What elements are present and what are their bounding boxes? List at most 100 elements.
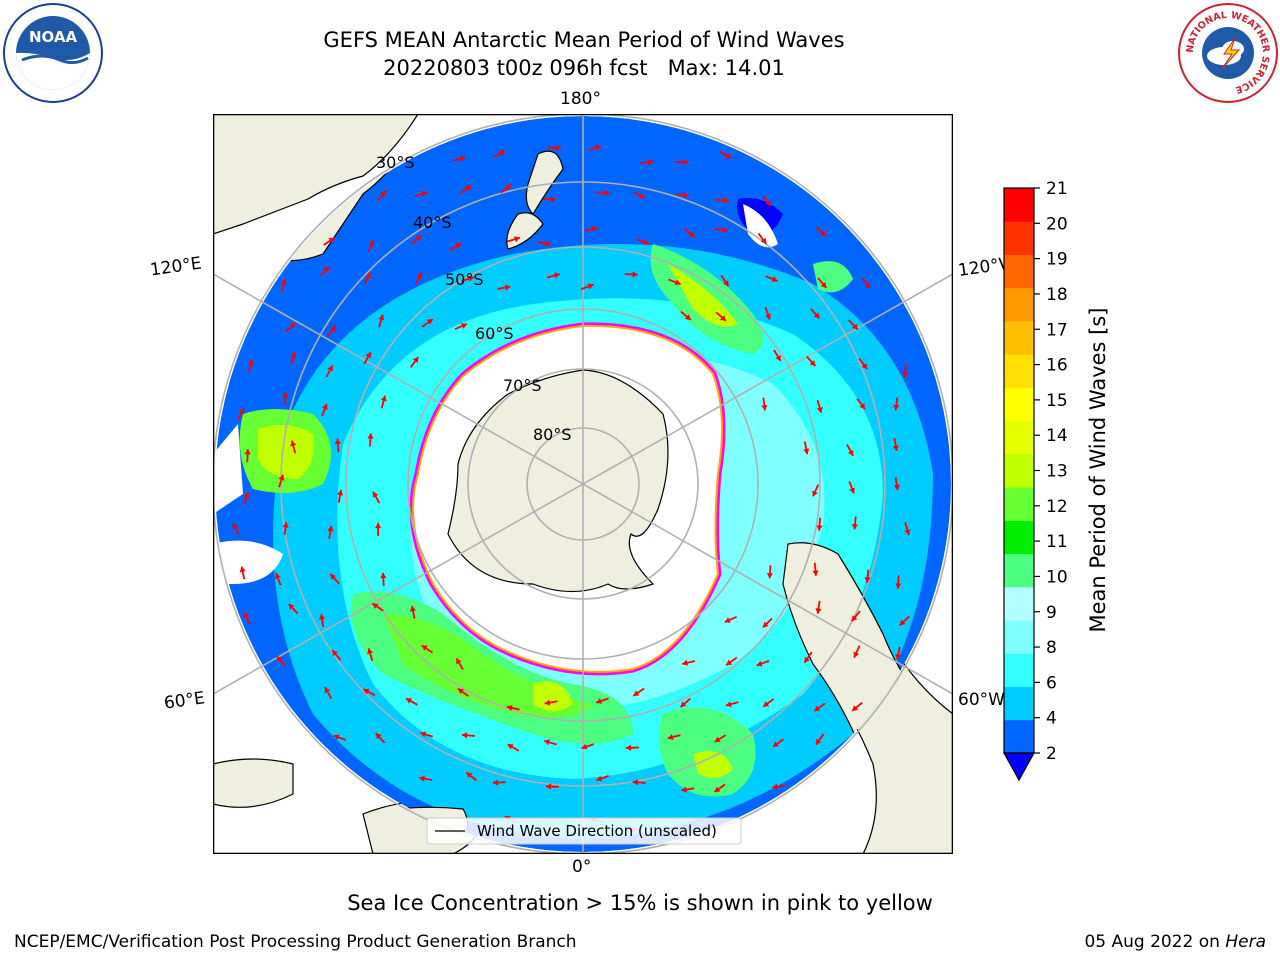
colorbar-tick-label: 18 bbox=[1046, 285, 1068, 305]
wave-arrow-head bbox=[762, 621, 769, 628]
wave-arrow-head bbox=[642, 239, 649, 245]
colorbar-tick-label: 12 bbox=[1046, 497, 1068, 517]
wave-arrow-head bbox=[683, 191, 689, 199]
colorbar-tick-label: 13 bbox=[1046, 462, 1068, 482]
colorbar-band bbox=[1004, 586, 1034, 621]
wave-arrow-head bbox=[893, 484, 900, 491]
colorbar-tick-label: 4 bbox=[1046, 709, 1057, 729]
colorbar-band bbox=[1004, 354, 1034, 388]
wave-arrow-head bbox=[457, 688, 464, 695]
wave-arrow-head bbox=[238, 408, 245, 415]
lat-label-40s: 40°S bbox=[413, 213, 452, 232]
wave-arrow-head bbox=[380, 572, 387, 579]
wave-arrow-head bbox=[455, 243, 462, 249]
wave-arrow-head bbox=[416, 272, 422, 279]
colorbar-band bbox=[1004, 254, 1034, 289]
wave-arrow-head bbox=[771, 276, 778, 282]
wave-arrow-head bbox=[419, 775, 425, 782]
wave-arrow-head bbox=[581, 743, 588, 750]
wave-arrow-head bbox=[321, 403, 328, 410]
wave-arrow-head bbox=[367, 648, 374, 655]
wave-arrow-head bbox=[667, 733, 674, 740]
colorbar: 2 4 6 8 9 10 11 12 13 14 15 16 17 18 19 20 21 Mean Perio… bbox=[1002, 180, 1110, 782]
wave-arrow-head bbox=[674, 279, 681, 286]
wave-arrow-head bbox=[420, 731, 427, 738]
wave-arrow-head bbox=[853, 651, 860, 658]
wave-arrow-head bbox=[409, 605, 417, 612]
colorbar-band bbox=[1004, 420, 1034, 455]
wave-arrow-head bbox=[506, 704, 513, 711]
wave-arrow-head bbox=[247, 359, 254, 366]
wave-arrow-head bbox=[815, 738, 822, 745]
colorbar-tick-label: 16 bbox=[1046, 356, 1068, 376]
wave-arrow-head bbox=[461, 323, 468, 329]
wave-arrow-head bbox=[363, 688, 370, 695]
lon-label-0: 0° bbox=[572, 857, 592, 877]
wave-arrow-head bbox=[456, 658, 462, 665]
wave-arrow-head bbox=[459, 155, 466, 162]
wave-arrow-head bbox=[232, 523, 239, 530]
wave-arrow-head bbox=[895, 583, 902, 589]
wave-arrow-head bbox=[544, 739, 551, 746]
wave-arrow-head bbox=[812, 570, 819, 576]
wave-arrow-head bbox=[892, 445, 899, 451]
colorbar-band bbox=[1004, 221, 1034, 255]
wave-arrow-head bbox=[553, 272, 560, 279]
wave-arrow-head bbox=[550, 196, 556, 203]
wave-arrow-head bbox=[893, 404, 900, 411]
graticule bbox=[213, 114, 953, 854]
wave-arrow-head bbox=[492, 779, 499, 786]
wave-arrow-head bbox=[760, 237, 767, 244]
wave-arrow-head bbox=[684, 314, 691, 321]
wave-arrow-head bbox=[722, 226, 728, 233]
wave-arrow-head bbox=[725, 153, 732, 159]
wave-arrow-head bbox=[499, 150, 506, 157]
colorbar-extend-under bbox=[1002, 752, 1036, 782]
wave-arrow-head bbox=[726, 659, 733, 666]
wave-arrow-head bbox=[330, 573, 336, 580]
lat-label-50s: 50°S bbox=[445, 270, 484, 289]
wave-arrow-head bbox=[514, 236, 520, 243]
wave-arrow-head bbox=[725, 701, 732, 708]
wave-arrow-head bbox=[337, 489, 344, 496]
wave-arrow-head bbox=[239, 566, 246, 573]
wave-arrow-head bbox=[681, 786, 687, 793]
footer-host: Hera bbox=[1225, 932, 1266, 952]
wave-arrow-head bbox=[633, 690, 640, 696]
wave-arrow-head bbox=[852, 323, 858, 330]
wave-arrow-head bbox=[504, 284, 511, 291]
sea-ice-note: Sea Ice Concentration > 15% is shown in … bbox=[347, 891, 933, 915]
lat-label-30s: 30°S bbox=[376, 153, 415, 172]
wave-arrow-head bbox=[772, 783, 778, 790]
wave-arrow-head bbox=[505, 184, 512, 191]
colorbar-band bbox=[1004, 387, 1034, 422]
lat-label-80s: 80°S bbox=[533, 425, 572, 444]
wave-arrow-head bbox=[714, 786, 721, 792]
wave-arrow-head bbox=[804, 656, 810, 663]
wave-arrow-head bbox=[365, 272, 371, 279]
wave-arrow-head bbox=[638, 192, 645, 199]
colorbar-tick-label: 9 bbox=[1046, 603, 1057, 623]
wave-arrow-head bbox=[723, 197, 729, 204]
wave-arrow-head bbox=[368, 240, 375, 247]
wave-arrow-head bbox=[468, 275, 474, 282]
colorbar-band bbox=[1004, 719, 1034, 754]
nws-logo: NATIONAL WEATHER SERVICE bbox=[1178, 3, 1278, 103]
wave-arrow-head bbox=[772, 741, 779, 747]
wave-arrow-head bbox=[632, 779, 639, 786]
wave-arrow-head bbox=[775, 355, 781, 362]
footer-credit: NCEP/EMC/Verification Post Processing Pr… bbox=[14, 932, 577, 952]
wave-arrow-head bbox=[372, 603, 379, 609]
wave-arrow-head bbox=[280, 278, 287, 285]
wave-arrow-head bbox=[288, 603, 295, 610]
wave-arrow-head bbox=[421, 645, 428, 651]
wave-arrow-head bbox=[333, 734, 340, 741]
colorbar-band bbox=[1004, 686, 1034, 721]
wave-arrow-head bbox=[820, 230, 826, 237]
wave-arrow-head bbox=[243, 612, 250, 619]
wave-arrow-head bbox=[861, 363, 868, 370]
wave-arrow-head bbox=[851, 615, 858, 622]
wave-arrow-head bbox=[594, 144, 601, 151]
wave-arrow-head bbox=[380, 395, 387, 402]
noaa-logo: NOAA bbox=[3, 3, 103, 103]
